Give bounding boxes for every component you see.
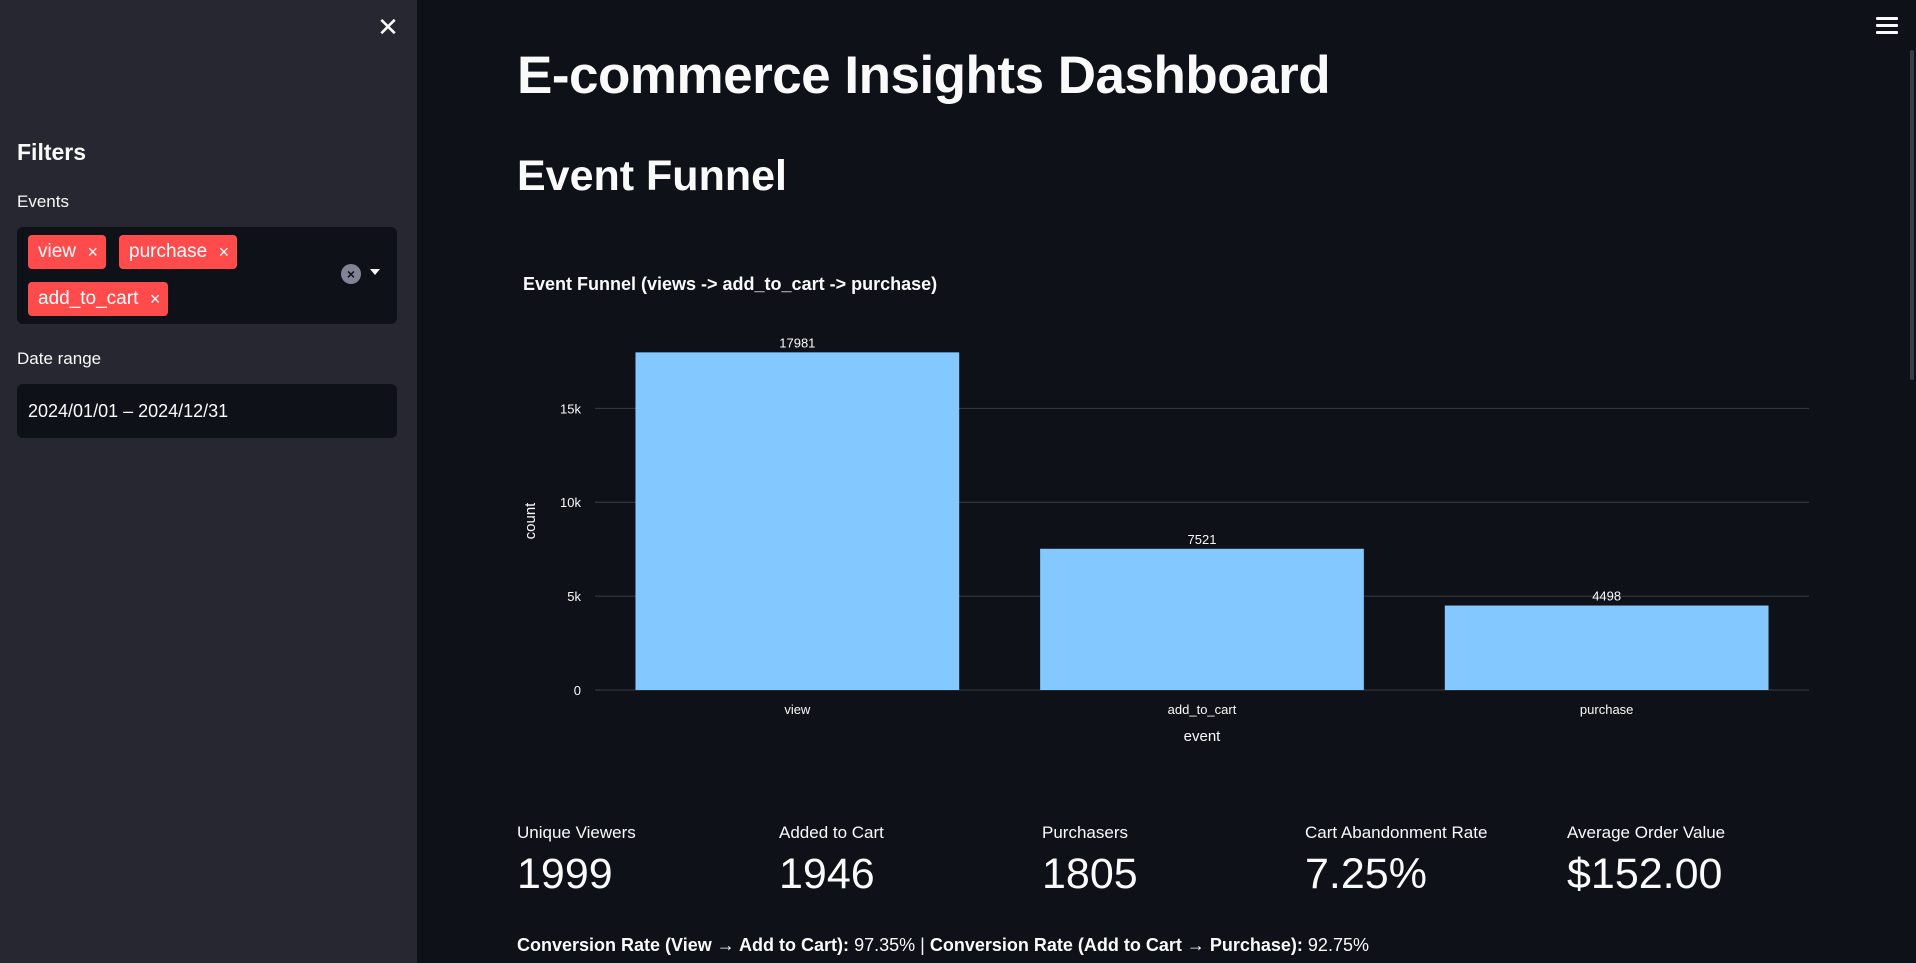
remove-icon[interactable]: ×	[87, 242, 99, 262]
chip-label: view	[38, 241, 77, 262]
metric-value-purchasers: 1805	[1042, 850, 1138, 898]
events-label: Events	[17, 192, 69, 211]
bar-add_to_cart	[1040, 548, 1364, 690]
chart-title: Event Funnel (views -> add_to_cart -> pu…	[523, 274, 937, 294]
remove-icon[interactable]: ×	[218, 242, 230, 262]
event-funnel-chart: Event Funnel (views -> add_to_cart -> pu…	[522, 274, 1809, 745]
data-label: 7521	[1188, 532, 1217, 547]
sidebar: ✕ Filters Events view × purchase × add_t…	[0, 0, 417, 963]
metric-value-added-to-cart: 1946	[779, 850, 875, 898]
data-label: 4498	[1592, 589, 1621, 604]
x-tick-label: view	[784, 702, 811, 717]
metric-value-cart-abandonment: 7.25%	[1305, 850, 1427, 898]
event-chip-purchase: purchase ×	[119, 235, 238, 269]
close-icon[interactable]: ✕	[377, 12, 399, 42]
filters-heading: Filters	[17, 139, 87, 165]
conversion-value-view-cart: 97.35%	[854, 935, 916, 955]
metric-value-unique-viewers: 1999	[517, 850, 613, 898]
y-axis-title: count	[522, 502, 539, 540]
y-tick-label: 10k	[560, 495, 581, 510]
bar-view	[635, 352, 960, 690]
clear-all-icon[interactable]: ×	[341, 264, 361, 284]
y-tick-label: 15k	[560, 401, 581, 416]
event-chip-view: view ×	[28, 235, 107, 269]
scrollbar[interactable]	[1910, 50, 1914, 380]
metric-label-purchasers: Purchasers	[1042, 823, 1128, 842]
metric-label-unique-viewers: Unique Viewers	[517, 823, 636, 842]
x-tick-label: purchase	[1580, 702, 1633, 717]
conversion-label-view-cart: Conversion Rate (View → Add to Cart):	[517, 935, 850, 955]
section-title: Event Funnel	[517, 152, 787, 200]
date-range-label: Date range	[17, 349, 102, 368]
remove-icon[interactable]: ×	[149, 289, 161, 309]
x-axis-title: event	[1184, 728, 1222, 745]
conversion-rates: Conversion Rate (View → Add to Cart): 97…	[517, 935, 1369, 956]
date-range-input[interactable]: 2024/01/01 – 2024/12/31	[17, 384, 397, 438]
chip-label: add_to_cart	[38, 288, 139, 309]
page-title: E-commerce Insights Dashboard	[517, 46, 1331, 105]
metric-label-average-order-value: Average Order Value	[1567, 823, 1726, 842]
bar-purchase	[1444, 605, 1769, 690]
metric-value-average-order-value: $152.00	[1567, 850, 1723, 898]
x-tick-label: add_to_cart	[1168, 702, 1237, 717]
chip-label: purchase	[129, 241, 208, 262]
metric-label-cart-abandonment: Cart Abandonment Rate	[1305, 823, 1488, 842]
conversion-value-cart-purchase: 92.75%	[1307, 935, 1369, 955]
events-multiselect[interactable]: view × purchase × add_to_cart ×	[17, 227, 397, 324]
y-tick-label: 0	[574, 683, 581, 698]
chevron-down-icon[interactable]	[370, 269, 380, 275]
conversion-label-cart-purchase: Conversion Rate (Add to Cart → Purchase)…	[929, 935, 1303, 955]
metric-label-added-to-cart: Added to Cart	[779, 823, 884, 842]
event-chip-add-to-cart: add_to_cart ×	[28, 282, 169, 316]
hamburger-menu-icon[interactable]	[1876, 17, 1898, 35]
y-tick-label: 5k	[567, 589, 581, 604]
data-label: 17981	[779, 335, 815, 350]
separator: |	[920, 935, 925, 955]
